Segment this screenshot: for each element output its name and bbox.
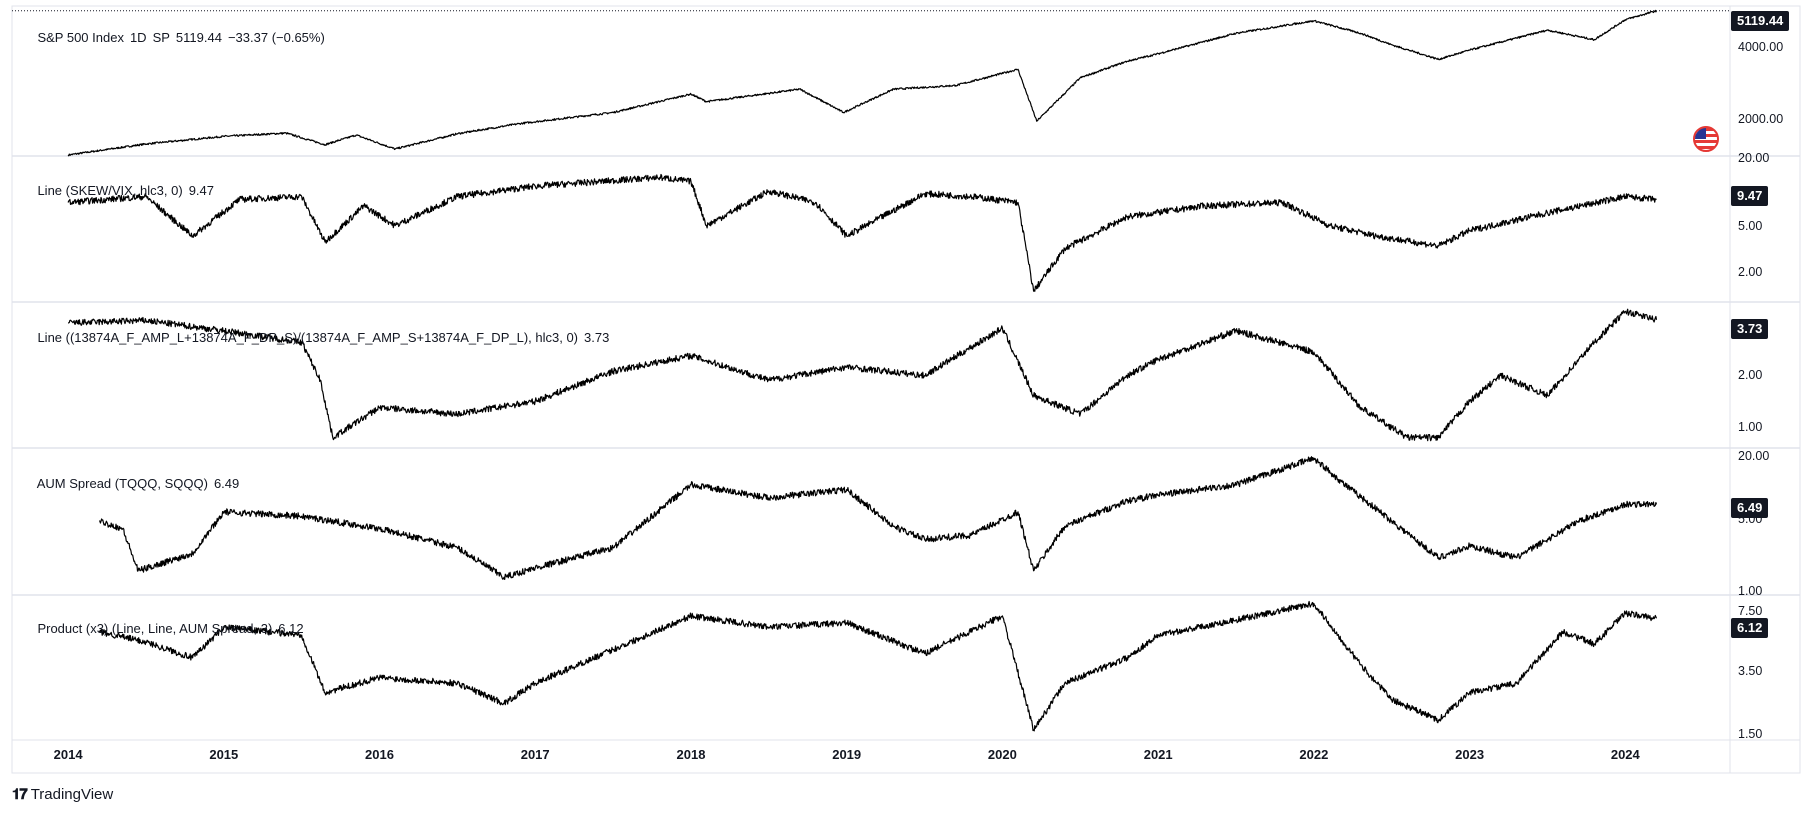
pane-title-spx-price: 5119.44: [175, 30, 222, 45]
tradingview-logo-icon: 𝟏𝟕: [12, 786, 28, 803]
pane-title-amp-dp-value: 3.73: [584, 330, 610, 345]
series-line-skew-vix[interactable]: [67, 173, 1657, 292]
pane-title-aum-spread: AUM Spread (TQQQ, SQQQ) 6.49: [23, 460, 245, 508]
pane-title-skew-vix: Line (SKEW/VIX, hlc3, 0) 9.47: [23, 167, 220, 215]
y-tick-amp-1: 1.00: [1738, 420, 1763, 434]
x-tick-2015: 2015: [209, 747, 239, 762]
series-line-product[interactable]: [98, 600, 1658, 732]
last-value-badge-amp-dp: 3.73: [1731, 319, 1769, 339]
pane-title-aum-spread-name: AUM Spread (TQQQ, SQQQ): [36, 476, 208, 491]
pane-title-amp-dp-name: Line ((13874A_F_AMP_L+13874A_F_DP_S)/(13…: [37, 330, 579, 345]
y-tick-spx-2000: 2000.00: [1738, 112, 1784, 126]
last-value-badge-product: 6.12: [1731, 618, 1769, 638]
last-value-badge-skew-vix: 9.47: [1731, 186, 1769, 206]
y-tick-skew-5: 5.00: [1738, 219, 1763, 233]
y-tick-skew-20: 20.00: [1738, 151, 1770, 165]
series-line-spx[interactable]: [67, 9, 1658, 157]
pane-title-skew-vix-name: Line (SKEW/VIX, hlc3, 0): [37, 183, 183, 198]
series-line-amp-dp[interactable]: [68, 308, 1658, 442]
brand[interactable]: 𝟏𝟕 TradingView: [12, 786, 113, 803]
pane-title-spx-interval: 1D: [129, 30, 147, 45]
x-tick-2019: 2019: [832, 747, 862, 762]
x-tick-2021: 2021: [1143, 747, 1173, 762]
y-tick-aum-20: 20.00: [1738, 449, 1770, 463]
y-tick-product-3-5: 3.50: [1738, 664, 1763, 678]
pane-title-product-value: 6.12: [278, 621, 304, 636]
series-line-aum-spread[interactable]: [99, 456, 1658, 580]
y-tick-skew-2: 2.00: [1738, 265, 1763, 279]
pane-title-amp-dp: Line ((13874A_F_AMP_L+13874A_F_DP_S)/(13…: [23, 314, 615, 362]
y-tick-aum-1: 1.00: [1738, 584, 1763, 598]
x-tick-2016: 2016: [365, 747, 394, 762]
pane-title-aum-spread-value: 6.49: [213, 476, 240, 491]
x-tick-2023: 2023: [1455, 747, 1485, 762]
pane-title-spx-name: S&P 500 Index: [37, 30, 124, 45]
x-tick-2014: 2014: [53, 747, 83, 762]
last-value-badge-aum-spread: 6.49: [1731, 498, 1769, 518]
pane-title-product-name: Product (x3) (Line, Line, AUM Spread, 3): [37, 621, 273, 636]
last-price-badge-spx: 5119.44: [1731, 11, 1790, 31]
pane-title-spx: S&P 500 Index 1D SP 5119.44 −33.37 (−0.65%): [23, 14, 331, 62]
x-tick-2024: 2024: [1610, 747, 1640, 762]
pane-title-skew-vix-value: 9.47: [188, 183, 214, 198]
y-tick-product-7-5: 7.50: [1738, 604, 1763, 618]
y-tick-product-1-5: 1.50: [1738, 727, 1763, 741]
y-tick-amp-2: 2.00: [1738, 368, 1763, 382]
us-flag-icon[interactable]: [1693, 126, 1719, 152]
x-tick-2017: 2017: [520, 747, 550, 762]
y-tick-spx-4000: 4000.00: [1738, 40, 1784, 54]
chart-frame: [11, 5, 1801, 774]
pane-title-spx-exchange: SP: [152, 30, 170, 45]
pane-title-spx-change: −33.37 (−0.65%): [227, 30, 325, 45]
x-tick-2018: 2018: [676, 747, 706, 762]
brand-name: TradingView: [30, 786, 114, 803]
pane-title-product: Product (x3) (Line, Line, AUM Spread, 3)…: [23, 605, 310, 653]
x-tick-2022: 2022: [1299, 747, 1329, 762]
x-tick-2020: 2020: [987, 747, 1017, 762]
